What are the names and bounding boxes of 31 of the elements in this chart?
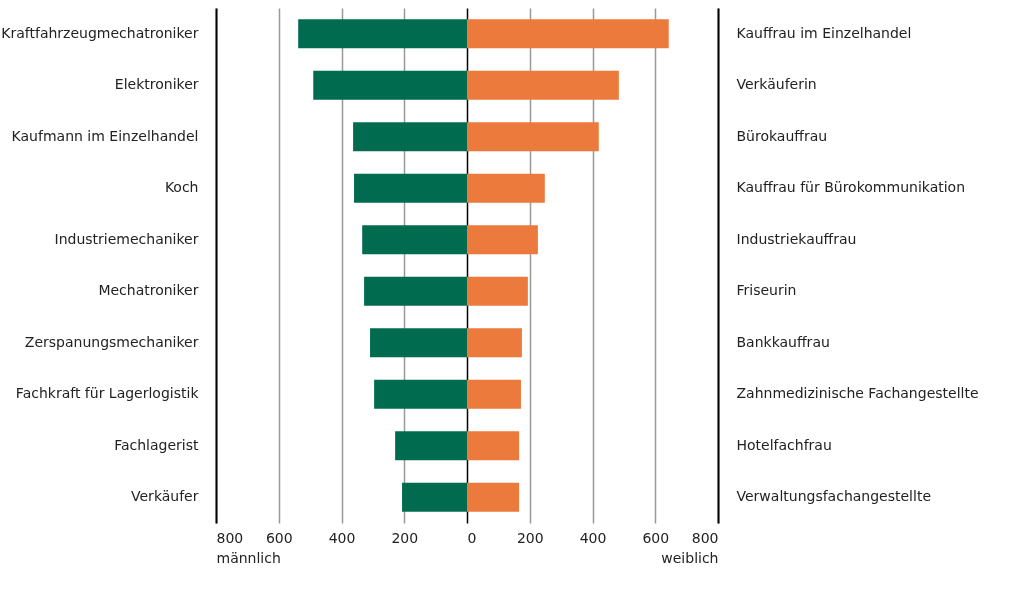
x-tick-label: 800 [216,529,244,546]
y-tick-label: Verkäufer [131,488,199,505]
x-axis-title: männlich [216,549,281,566]
x-tick-label: 800 [691,529,719,546]
y-tick-label: Verkäuferin [736,76,817,93]
x-tick-label: 400 [328,529,356,546]
y-tick-label: Friseurin [736,282,797,299]
x-tick-label: 400 [579,529,607,546]
y-tick-label: Fachlagerist [114,436,199,453]
y-tick-label: Kauffrau für Bürokommunikation [736,179,966,196]
y-tick-label: Mechatroniker [98,282,199,299]
x-axis-title: weiblich [661,549,719,566]
y-tick-label: Industriemechaniker [54,230,199,247]
x-tick-label: 600 [642,529,670,546]
y-tick-label: Verwaltungsfachangestellte [736,488,932,505]
x-tick-label: 200 [391,529,419,546]
x-tick-label: 600 [265,529,293,546]
y-tick-label: Koch [164,179,199,196]
y-tick-label: Kauffrau im Einzelhandel [736,24,912,41]
y-tick-label: Elektroniker [114,76,199,93]
y-tick-label: Kaufmann im Einzelhandel [11,127,199,144]
x-tick-label: 0 [467,529,477,546]
y-tick-label: Industriekauffrau [736,230,857,247]
y-tick-label: Kraftfahrzeugmechatroniker [1,24,199,41]
x-tick-label: 200 [516,529,544,546]
y-tick-label: Zerspanungsmechaniker [24,333,199,350]
y-tick-label: Bankkauffrau [736,333,830,350]
y-tick-label: Bürokauffrau [736,127,828,144]
y-tick-label: Hotelfachfrau [736,436,832,453]
y-tick-label: Fachkraft für Lagerlogistik [15,385,200,402]
y-tick-label: Zahnmedizinische Fachangestellte [736,385,979,402]
